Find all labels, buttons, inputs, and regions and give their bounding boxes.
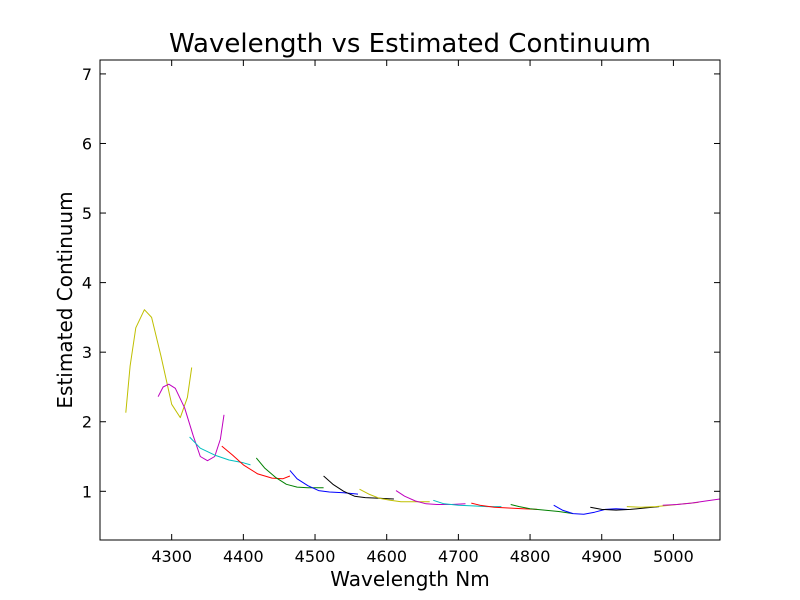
series-line-3 (189, 436, 251, 466)
chart-title: Wavelength vs Estimated Continuum (169, 29, 651, 59)
x-tick-label: 4700 (438, 547, 479, 566)
series-line-6 (289, 470, 359, 495)
x-tick-label: 5000 (653, 547, 694, 566)
x-tick-label: 4800 (510, 547, 551, 566)
y-tick-label: 4 (82, 274, 92, 293)
series-line-16 (662, 498, 720, 506)
x-axis-label: Wavelength Nm (330, 567, 489, 591)
series-layer (125, 309, 720, 515)
y-tick-label: 6 (82, 134, 92, 153)
y-axis-label: Estimated Continuum (53, 191, 77, 408)
y-tick-label: 2 (82, 413, 92, 432)
series-line-9 (395, 490, 466, 505)
series-line-1 (125, 309, 193, 419)
y-tick-label: 7 (82, 65, 92, 84)
series-line-7 (323, 475, 394, 500)
series-line-2 (157, 383, 225, 462)
series-line-10 (433, 499, 502, 508)
plot-frame (99, 59, 721, 541)
series-line-8 (359, 488, 430, 503)
series-line-11 (471, 502, 538, 510)
series-line-12 (510, 504, 574, 515)
x-tick-label: 4600 (366, 547, 407, 566)
x-tick-label: 4400 (223, 547, 264, 566)
ticks-layer: 4300 4400 4500 4600 4700 4800 4900 5000 1 2 3 4 5 6 7 (82, 60, 720, 566)
series-line-13 (553, 504, 627, 515)
series-line-14 (590, 506, 660, 511)
x-tick-label: 4300 (151, 547, 192, 566)
y-tick-label: 5 (82, 204, 92, 223)
series-line-5 (255, 457, 324, 489)
y-tick-label: 1 (82, 482, 92, 501)
y-tick-label: 3 (82, 343, 92, 362)
x-tick-label: 4900 (581, 547, 622, 566)
x-tick-label: 4500 (295, 547, 336, 566)
series-line-4 (221, 445, 291, 480)
